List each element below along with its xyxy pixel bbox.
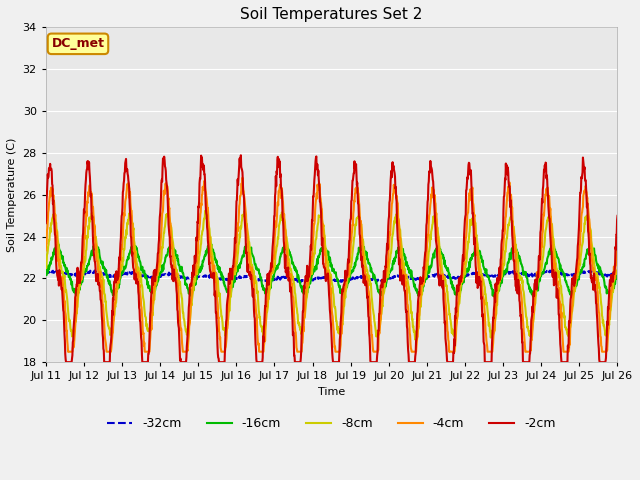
Title: Soil Temperatures Set 2: Soil Temperatures Set 2: [241, 7, 423, 22]
Y-axis label: Soil Temperature (C): Soil Temperature (C): [7, 138, 17, 252]
Legend: -32cm, -16cm, -8cm, -4cm, -2cm: -32cm, -16cm, -8cm, -4cm, -2cm: [102, 412, 561, 435]
Text: DC_met: DC_met: [51, 37, 104, 50]
X-axis label: Time: Time: [318, 387, 345, 397]
